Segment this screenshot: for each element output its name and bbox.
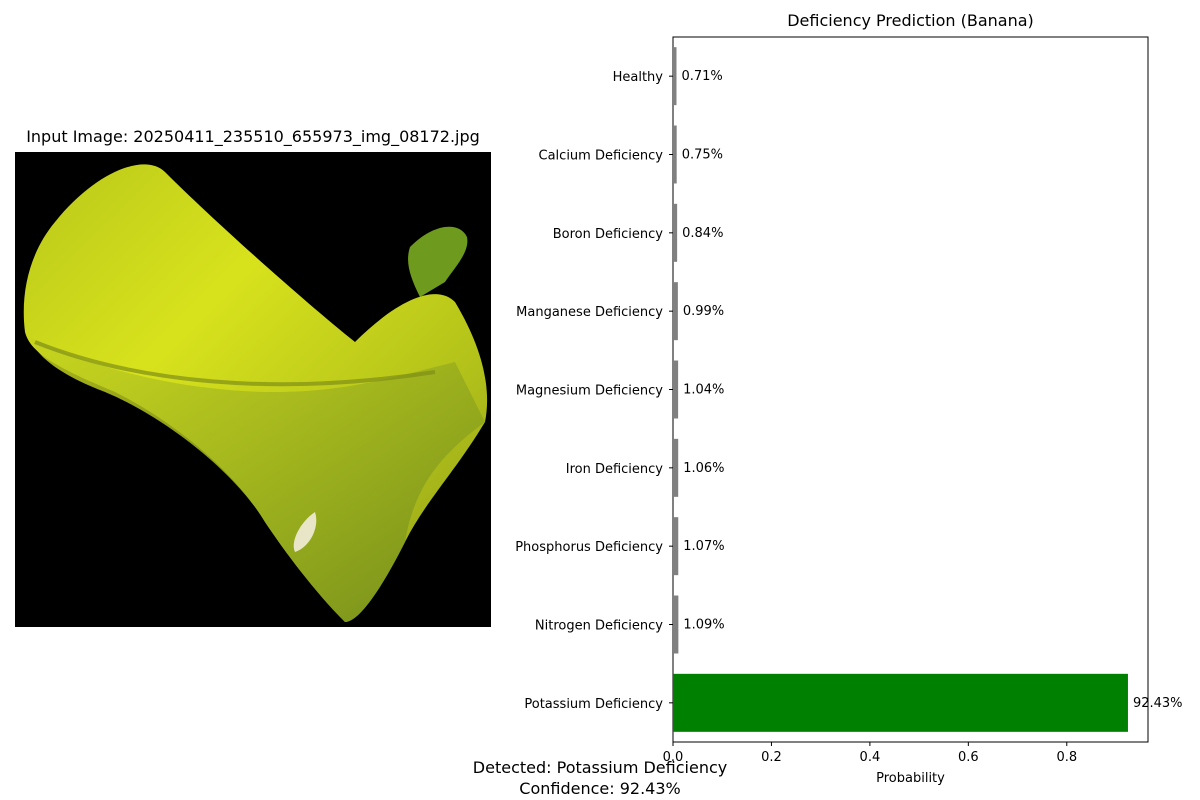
y-tick-label: Manganese Deficiency xyxy=(516,305,663,320)
bar xyxy=(673,203,678,262)
input-image-title: Input Image: 20250411_235510_655973_img_… xyxy=(26,127,480,146)
y-tick-label: Phosphorus Deficiency xyxy=(515,540,663,555)
bar-value-label: 1.09% xyxy=(683,618,724,633)
y-tick-label: Magnesium Deficiency xyxy=(516,384,663,399)
chart-title: Deficiency Prediction (Banana) xyxy=(787,11,1034,30)
y-tick-label: Nitrogen Deficiency xyxy=(535,619,663,634)
bar-value-label: 0.99% xyxy=(683,304,724,319)
y-tick-label: Boron Deficiency xyxy=(553,227,664,242)
bar xyxy=(673,125,677,184)
bar xyxy=(673,438,679,497)
bar-value-label: 1.04% xyxy=(683,383,724,398)
bar-value-label: 0.75% xyxy=(682,148,723,163)
y-tick-label: Healthy xyxy=(613,70,664,85)
x-tick-label: 0.6 xyxy=(958,750,979,765)
y-tick-label: Iron Deficiency xyxy=(566,462,664,477)
x-tick-label: 0.8 xyxy=(1056,750,1077,765)
bar-value-label: 0.71% xyxy=(681,69,722,84)
bar-value-label: 0.84% xyxy=(682,226,723,241)
result-summary: Detected: Potassium Deficiency Confidenc… xyxy=(400,757,800,799)
bar xyxy=(673,47,677,106)
plot-frame xyxy=(672,36,1149,743)
detected-label: Detected: Potassium Deficiency xyxy=(472,758,728,777)
bar xyxy=(673,360,679,419)
bar-value-label: 1.06% xyxy=(683,461,724,476)
bar xyxy=(673,517,679,576)
bar xyxy=(673,673,1128,732)
input-image xyxy=(15,152,491,627)
bar xyxy=(673,282,678,341)
confidence-label: Confidence: 92.43% xyxy=(519,779,681,798)
leaf-photo xyxy=(23,164,488,622)
y-tick-label: Potassium Deficiency xyxy=(524,697,663,712)
x-tick-label: 0.4 xyxy=(860,750,881,765)
bar xyxy=(673,595,679,654)
bar-value-label: 92.43% xyxy=(1133,696,1183,711)
y-tick-label: Calcium Deficiency xyxy=(539,149,664,164)
bar-value-label: 1.07% xyxy=(683,539,724,554)
x-tick-label: 0.2 xyxy=(761,750,782,765)
x-axis-label: Probability xyxy=(876,771,945,786)
x-tick-label: 0.0 xyxy=(663,750,684,765)
